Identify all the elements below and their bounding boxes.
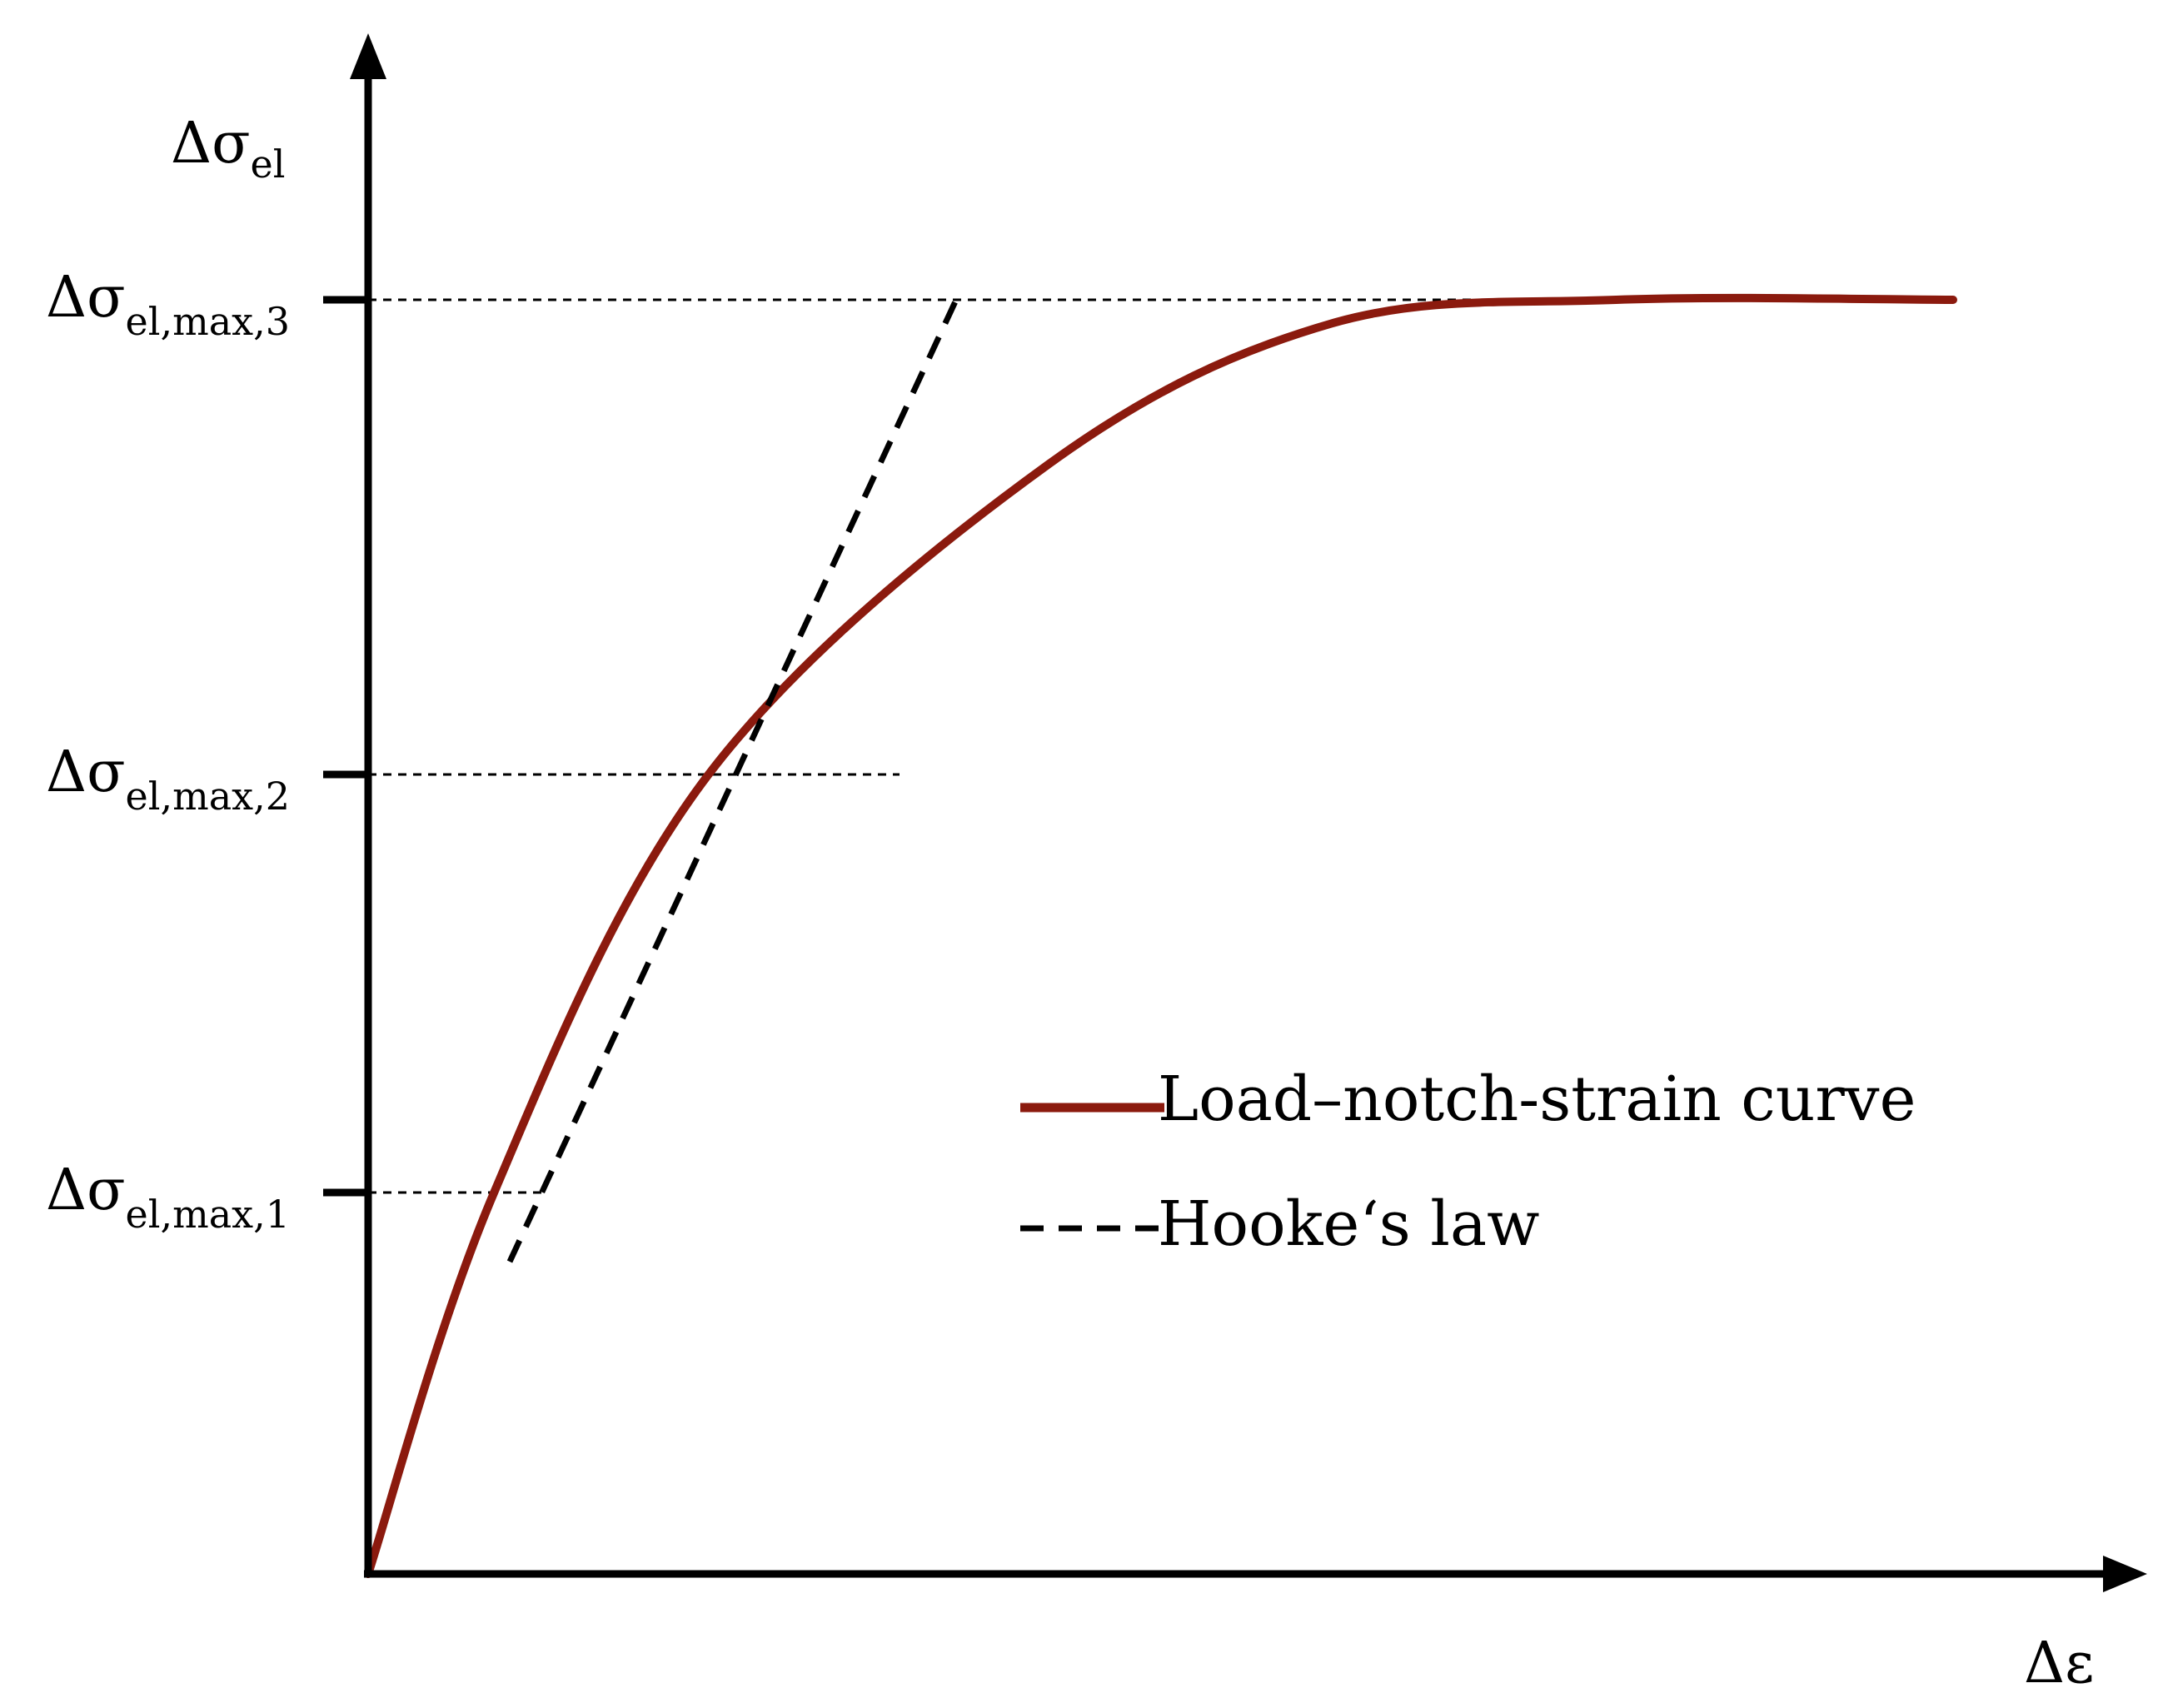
y-tick-label-3: Δσel,max,3 (46, 265, 290, 344)
tick-guide-lines (368, 298, 1953, 1194)
legend: Load–notch-strain curve Hooke‘s law (1020, 1063, 1916, 1260)
series-layer (364, 293, 1957, 1578)
series-line-hookes-law (506, 298, 959, 1263)
legend-label-hookes-law: Hooke‘s law (1158, 1188, 1539, 1260)
legend-label-load-notch-strain: Load–notch-strain curve (1158, 1063, 1916, 1135)
x-axis-arrow-icon (2103, 1556, 2147, 1592)
y-ticks: Δσel,max,1 Δσel,max,2 Δσel,max,3 (46, 265, 371, 1237)
series-line-load-notch-strain (364, 293, 1957, 1578)
y-tick-label-2: Δσel,max,2 (46, 739, 290, 819)
y-tick-label-1: Δσel,max,1 (46, 1158, 290, 1237)
axes (350, 33, 2147, 1592)
y-axis-label: Δσel (171, 111, 285, 187)
y-axis-arrow-icon (350, 33, 386, 79)
x-axis-label: Δε (2024, 1631, 2094, 1696)
